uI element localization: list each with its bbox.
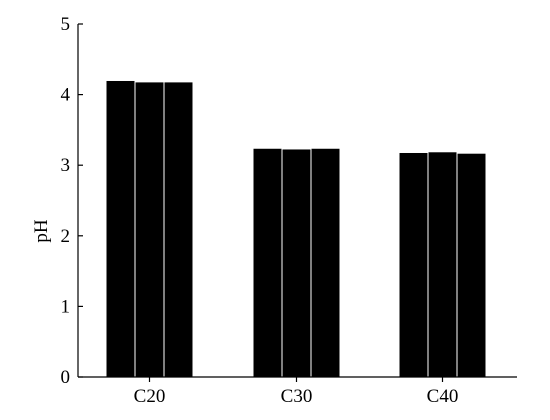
bar-c30-3 — [310, 147, 341, 378]
x-labels-group: C20 C30 C40 — [134, 377, 459, 407]
x-category-label-c40: C40 — [427, 386, 459, 407]
y-axis-title: pH — [31, 219, 52, 243]
y-tick-label-3: 3 — [61, 155, 71, 176]
bar-c30-1 — [252, 147, 283, 378]
bar-c20-1 — [105, 79, 136, 378]
x-category-label-c20: C20 — [134, 386, 166, 407]
y-ticks-group: 0 1 2 3 4 5 — [61, 14, 83, 388]
y-tick-label-2: 2 — [61, 226, 71, 247]
bar-c40-2 — [427, 151, 458, 378]
bars-group — [105, 79, 487, 378]
bar-c40-3 — [456, 152, 487, 378]
y-tick-label-4: 4 — [61, 85, 71, 106]
x-category-label-c30: C30 — [281, 386, 313, 407]
bar-c30-2 — [281, 148, 312, 378]
axes-group — [77, 24, 517, 378]
bar-c40-1 — [398, 151, 429, 378]
y-tick-label-0: 0 — [61, 367, 71, 388]
y-tick-label-1: 1 — [61, 296, 71, 317]
bar-c20-2 — [134, 81, 165, 378]
bar-c20-3 — [163, 81, 194, 378]
y-tick-label-5: 5 — [61, 14, 71, 35]
